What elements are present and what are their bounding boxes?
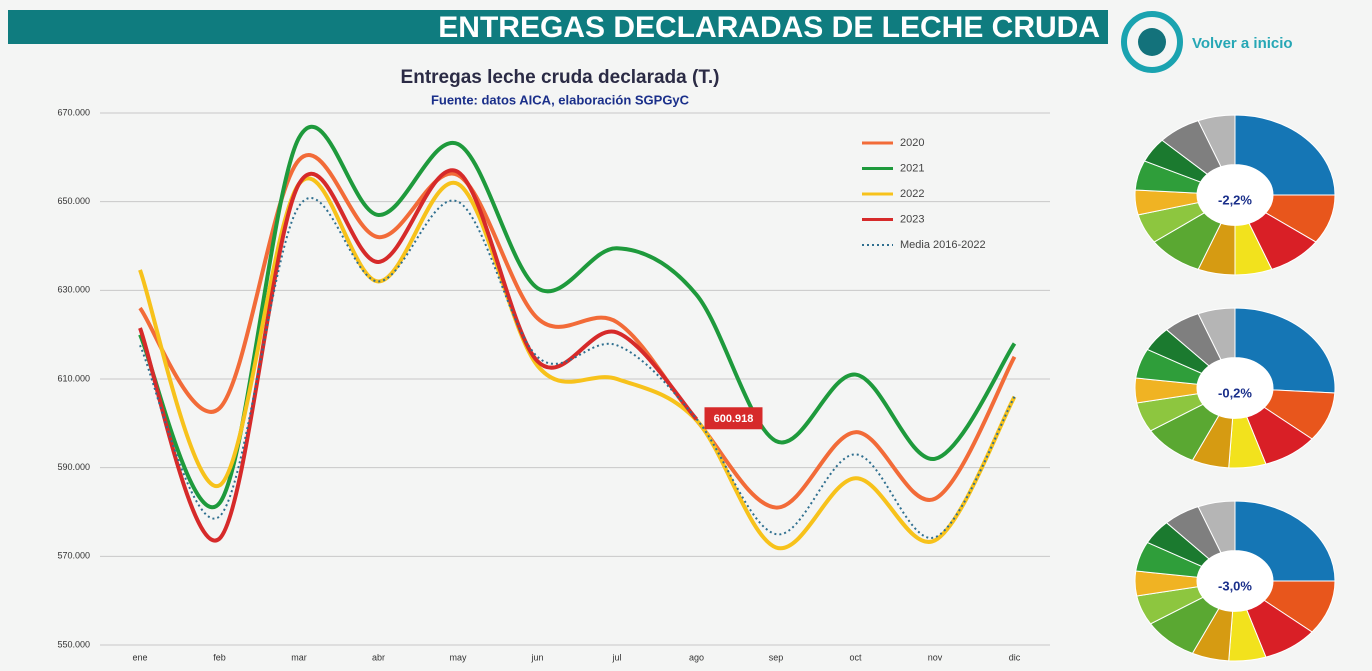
logo-core[interactable] — [1138, 28, 1166, 56]
logo-ring[interactable] — [1121, 11, 1183, 73]
x-tick-label: may — [449, 652, 467, 662]
donut: -0,2% — [1134, 307, 1336, 469]
donut-center-label: -0,2% — [1218, 385, 1252, 400]
series-line — [138, 153, 1017, 510]
x-tick-label: feb — [213, 652, 226, 662]
x-tick-label: ago — [689, 652, 704, 662]
legend-label: 2023 — [900, 213, 924, 225]
series-line — [138, 168, 698, 543]
series-line — [139, 197, 1016, 539]
legend-label: 2020 — [900, 137, 924, 149]
data-label: 600.918 — [714, 413, 754, 425]
x-tick-label: sep — [769, 652, 784, 662]
x-tick-label: ene — [132, 652, 147, 662]
donut: -3,0% — [1134, 500, 1336, 662]
header-title: ENTREGAS DECLARADAS DE LECHE CRUDA — [438, 11, 1100, 44]
y-tick-label: 670.000 — [57, 107, 90, 117]
x-tick-label: nov — [928, 652, 943, 662]
chart-title: Entregas leche cruda declarada (T.) — [401, 67, 720, 88]
donut-hole — [1197, 357, 1273, 419]
x-tick-label: jul — [611, 652, 621, 662]
y-tick-label: 610.000 — [57, 373, 90, 383]
donut-center-label: -2,2% — [1218, 192, 1252, 207]
y-tick-label: 590.000 — [57, 462, 90, 472]
donut-hole — [1197, 550, 1273, 612]
x-tick-label: jun — [530, 652, 543, 662]
data-label-box — [704, 407, 763, 430]
y-tick-label: 630.000 — [57, 285, 90, 295]
x-tick-label: mar — [291, 652, 307, 662]
donut-hole — [1197, 164, 1273, 226]
x-tick-label: abr — [372, 652, 385, 662]
home-button[interactable]: Volver a inicio — [1121, 11, 1293, 73]
x-tick-label: dic — [1009, 652, 1021, 662]
donut: -2,2% — [1134, 114, 1336, 276]
legend-label: 2021 — [900, 162, 924, 174]
y-tick-label: 550.000 — [57, 639, 90, 649]
series-line — [138, 125, 1017, 509]
legend-label: 2022 — [900, 188, 924, 200]
y-tick-label: 650.000 — [57, 196, 90, 206]
chart-subtitle: Fuente: datos AICA, elaboración SGPGyC — [431, 92, 690, 107]
y-tick-label: 570.000 — [57, 551, 90, 561]
header-bar — [8, 10, 1108, 44]
donut-center-label: -3,0% — [1218, 578, 1252, 593]
legend-label: Media 2016-2022 — [900, 239, 986, 251]
x-tick-label: oct — [849, 652, 862, 662]
home-link[interactable]: Volver a inicio — [1192, 35, 1293, 52]
